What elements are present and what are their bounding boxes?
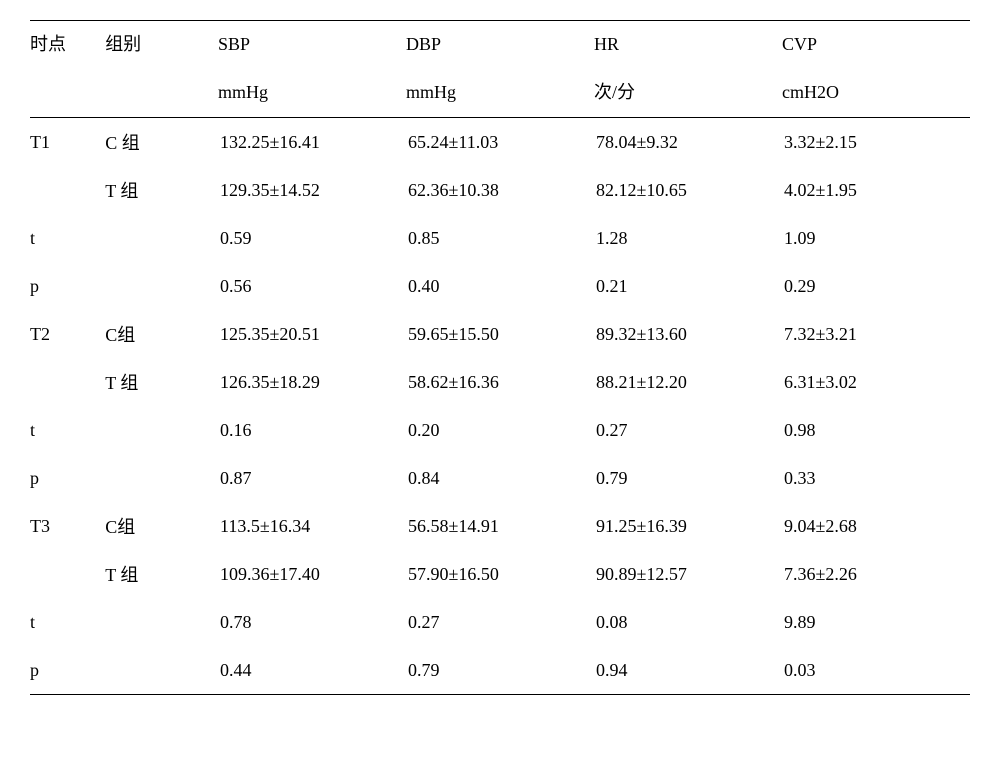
cell-dbp: 0.84 [406, 454, 594, 502]
cell-cvp: 0.98 [782, 406, 970, 454]
cell-timepoint: T1 [30, 118, 105, 167]
cell-hr: 91.25±16.39 [594, 502, 782, 550]
cell-dbp: 58.62±16.36 [406, 358, 594, 406]
cell-group: C组 [105, 502, 218, 550]
header-group: 组别 [105, 34, 141, 54]
header-sbp: SBP [218, 34, 406, 56]
cell-sbp: 0.44 [218, 646, 406, 695]
cell-cvp: 0.03 [782, 646, 970, 695]
cell-cvp: 0.33 [782, 454, 970, 502]
cell-dbp: 56.58±14.91 [406, 502, 594, 550]
header-timepoint: 时点 [30, 34, 66, 54]
cell-cvp: 9.89 [782, 598, 970, 646]
cell-group [105, 454, 218, 502]
cell-group: T 组 [105, 166, 218, 214]
cell-sbp: 0.87 [218, 454, 406, 502]
cell-cvp: 7.36±2.26 [782, 550, 970, 598]
header-dbp-unit: mmHg [406, 82, 594, 104]
cell-sbp: 109.36±17.40 [218, 550, 406, 598]
cell-hr: 82.12±10.65 [594, 166, 782, 214]
cell-sbp: 0.16 [218, 406, 406, 454]
cell-hr: 0.08 [594, 598, 782, 646]
header-hr: HR [594, 34, 782, 56]
cell-cvp: 6.31±3.02 [782, 358, 970, 406]
cell-timepoint: t [30, 598, 105, 646]
header-dbp: DBP [406, 34, 594, 56]
cell-timepoint: T3 [30, 502, 105, 550]
cell-cvp: 3.32±2.15 [782, 118, 970, 167]
cell-group [105, 598, 218, 646]
cell-dbp: 57.90±16.50 [406, 550, 594, 598]
table-row: T 组 126.35±18.29 58.62±16.36 88.21±12.20… [30, 358, 970, 406]
cell-dbp: 0.27 [406, 598, 594, 646]
cell-timepoint: t [30, 214, 105, 262]
cell-dbp: 0.79 [406, 646, 594, 695]
cell-group: C组 [105, 310, 218, 358]
cell-timepoint [30, 166, 105, 214]
cell-cvp: 9.04±2.68 [782, 502, 970, 550]
cell-hr: 78.04±9.32 [594, 118, 782, 167]
cell-group: T 组 [105, 550, 218, 598]
cell-sbp: 125.35±20.51 [218, 310, 406, 358]
cell-group: T 组 [105, 358, 218, 406]
cell-sbp: 126.35±18.29 [218, 358, 406, 406]
table-row: T 组 109.36±17.40 57.90±16.50 90.89±12.57… [30, 550, 970, 598]
cell-group: C 组 [105, 118, 218, 167]
table-row: T 组 129.35±14.52 62.36±10.38 82.12±10.65… [30, 166, 970, 214]
cell-hr: 0.94 [594, 646, 782, 695]
cell-hr: 0.27 [594, 406, 782, 454]
cell-hr: 0.79 [594, 454, 782, 502]
cell-dbp: 0.40 [406, 262, 594, 310]
header-cvp: CVP [782, 34, 970, 56]
table-body: T1 C 组 132.25±16.41 65.24±11.03 78.04±9.… [30, 118, 970, 695]
cell-timepoint [30, 550, 105, 598]
table-header-row-1: 时点 组别 SBP DBP HR CVP [30, 21, 970, 70]
cell-dbp: 62.36±10.38 [406, 166, 594, 214]
cell-sbp: 0.59 [218, 214, 406, 262]
cell-timepoint: p [30, 262, 105, 310]
table-row: p 0.87 0.84 0.79 0.33 [30, 454, 970, 502]
header-hr-unit: 次/分 [594, 82, 782, 104]
table-row: p 0.44 0.79 0.94 0.03 [30, 646, 970, 695]
cell-hr: 0.21 [594, 262, 782, 310]
cell-cvp: 7.32±3.21 [782, 310, 970, 358]
table-row: T2 C组 125.35±20.51 59.65±15.50 89.32±13.… [30, 310, 970, 358]
hemodynamics-table: 时点 组别 SBP DBP HR CVP mmHg mmHg 次/分 cmH2O… [30, 20, 970, 695]
cell-dbp: 0.20 [406, 406, 594, 454]
cell-cvp: 1.09 [782, 214, 970, 262]
cell-group [105, 262, 218, 310]
cell-dbp: 59.65±15.50 [406, 310, 594, 358]
cell-hr: 1.28 [594, 214, 782, 262]
cell-timepoint: t [30, 406, 105, 454]
header-sbp-unit: mmHg [218, 82, 406, 104]
table-row: t 0.59 0.85 1.28 1.09 [30, 214, 970, 262]
cell-timepoint: p [30, 646, 105, 695]
cell-sbp: 0.56 [218, 262, 406, 310]
cell-hr: 90.89±12.57 [594, 550, 782, 598]
table-header-row-2: mmHg mmHg 次/分 cmH2O [30, 69, 970, 118]
cell-timepoint [30, 358, 105, 406]
cell-cvp: 0.29 [782, 262, 970, 310]
header-cvp-unit: cmH2O [782, 82, 970, 104]
cell-cvp: 4.02±1.95 [782, 166, 970, 214]
cell-dbp: 0.85 [406, 214, 594, 262]
table-row: t 0.78 0.27 0.08 9.89 [30, 598, 970, 646]
cell-group [105, 646, 218, 695]
table-row: T3 C组 113.5±16.34 56.58±14.91 91.25±16.3… [30, 502, 970, 550]
cell-timepoint: p [30, 454, 105, 502]
cell-sbp: 0.78 [218, 598, 406, 646]
cell-timepoint: T2 [30, 310, 105, 358]
cell-group [105, 406, 218, 454]
table-row: p 0.56 0.40 0.21 0.29 [30, 262, 970, 310]
cell-dbp: 65.24±11.03 [406, 118, 594, 167]
cell-sbp: 132.25±16.41 [218, 118, 406, 167]
cell-hr: 88.21±12.20 [594, 358, 782, 406]
cell-sbp: 113.5±16.34 [218, 502, 406, 550]
cell-sbp: 129.35±14.52 [218, 166, 406, 214]
cell-group [105, 214, 218, 262]
cell-hr: 89.32±13.60 [594, 310, 782, 358]
table-row: t 0.16 0.20 0.27 0.98 [30, 406, 970, 454]
table-row: T1 C 组 132.25±16.41 65.24±11.03 78.04±9.… [30, 118, 970, 167]
